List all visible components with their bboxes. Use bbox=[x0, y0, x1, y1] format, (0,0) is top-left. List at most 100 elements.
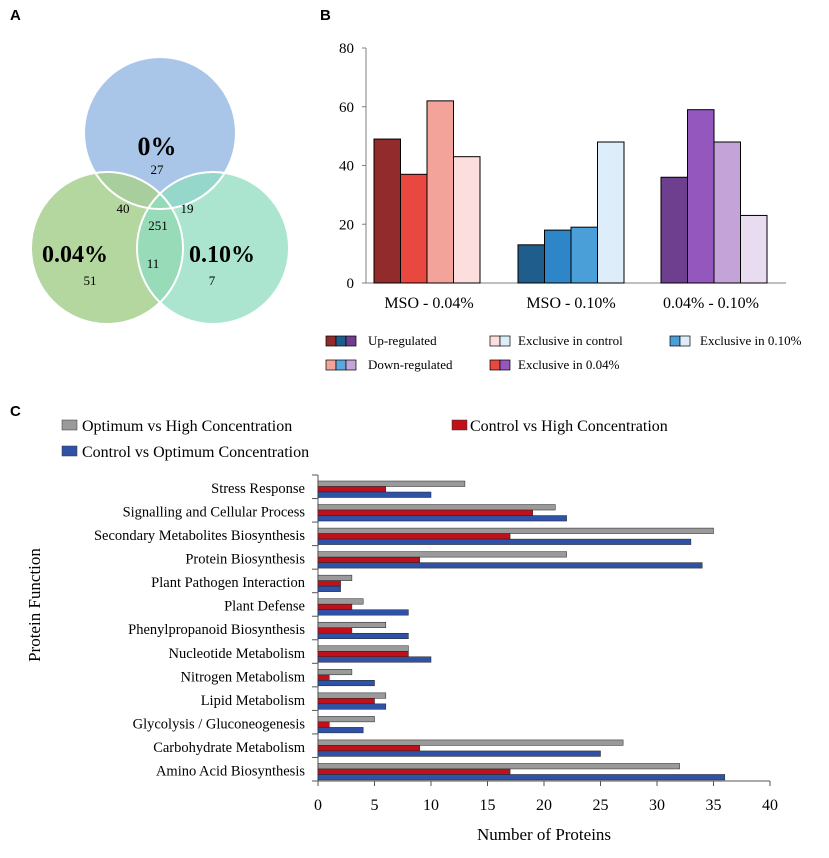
legend-b-swatch-exclusive-control bbox=[499, 335, 511, 347]
c-bar-stress-response-control-vs-optimum-concentration bbox=[317, 491, 432, 498]
c-x-axis-title: Number of Proteins bbox=[477, 825, 611, 844]
venn-set-label-0: 0% bbox=[138, 132, 177, 161]
legend-b-item-up-regulated: Up-regulated bbox=[368, 333, 437, 348]
b-bar-mso-0-10-down-regulated bbox=[570, 226, 598, 284]
venn-set-label-004: 0.04% bbox=[42, 242, 108, 268]
c-bar-protein-biosynthesis-control-vs-high-concentration bbox=[317, 556, 420, 563]
c-bar-carbohydrate-metabolism-control-vs-optimum-concentration bbox=[317, 750, 601, 757]
b-bar-0-04-0-10-up-regulated bbox=[660, 176, 688, 284]
legend-c-swatch-control-vs-optimum bbox=[61, 445, 78, 457]
c-category-label: Stress Response bbox=[211, 481, 305, 497]
c-category-label: Nitrogen Metabolism bbox=[181, 669, 306, 685]
venn-all-three: 251 bbox=[148, 218, 168, 233]
c-bar-phenylpropanoid-biosynthesis-optimum-vs-high-concentration bbox=[317, 621, 387, 628]
b-y-tick-label: 0 bbox=[347, 276, 355, 292]
c-bar-protein-biosynthesis-control-vs-optimum-concentration bbox=[317, 562, 703, 569]
c-y-axis-title: Protein Function bbox=[25, 548, 44, 662]
c-bar-stress-response-optimum-vs-high-concentration bbox=[317, 480, 466, 487]
legend-c: Optimum vs High Concentration Control vs… bbox=[61, 418, 668, 461]
c-bar-amino-acid-biosynthesis-control-vs-high-concentration bbox=[317, 768, 511, 775]
c-x-tick-label: 20 bbox=[536, 797, 552, 814]
legend-b-swatch-exclusive-010 bbox=[669, 335, 681, 347]
b-y-tick-label: 80 bbox=[339, 41, 354, 57]
c-category-label: Amino Acid Biosynthesis bbox=[156, 763, 305, 779]
c-bar-lipid-metabolism-control-vs-high-concentration bbox=[317, 698, 375, 705]
b-bar-mso-0-04-down-regulated bbox=[426, 100, 454, 284]
c-category-label: Carbohydrate Metabolism bbox=[153, 740, 306, 756]
b-bar-0-04-0-10-exclusive-in-control bbox=[740, 214, 768, 284]
c-category-label: Secondary Metabolites Biosynthesis bbox=[94, 528, 305, 544]
venn-only-010: 7 bbox=[209, 273, 216, 288]
c-bar-plant-pathogen-interaction-control-vs-high-concentration bbox=[317, 580, 341, 587]
venn-only-0: 27 bbox=[151, 162, 165, 177]
c-bar-secondary-metabolites-biosynthesis-control-vs-optimum-concentration bbox=[317, 538, 692, 545]
legend-b-item-down-regulated: Down-regulated bbox=[368, 357, 453, 372]
c-bar-carbohydrate-metabolism-optimum-vs-high-concentration bbox=[317, 739, 624, 746]
b-bar-mso-0-10-exclusive-in-control bbox=[597, 141, 625, 284]
b-y-tick-label: 60 bbox=[339, 100, 354, 116]
c-x-tick-label: 40 bbox=[762, 797, 778, 814]
c-x-tick-label: 30 bbox=[649, 797, 665, 814]
legend-b-item-exclusive-control: Exclusive in control bbox=[518, 333, 623, 348]
legend-c-item-optimum-vs-high: Optimum vs High Concentration bbox=[82, 418, 292, 435]
b-y-tick-label: 20 bbox=[339, 217, 354, 233]
c-bar-stress-response-control-vs-high-concentration bbox=[317, 486, 387, 493]
panel-label-b: B bbox=[320, 7, 331, 24]
b-category-label: MSO - 0.04% bbox=[384, 295, 473, 312]
venn-circle-010 bbox=[137, 172, 289, 324]
venn-circle-004 bbox=[31, 172, 183, 324]
legend-b-swatch-exclusive-control bbox=[489, 335, 501, 347]
legend-c-swatch-control-vs-high bbox=[451, 419, 468, 431]
legend-c-item-control-vs-high: Control vs High Concentration bbox=[470, 418, 668, 435]
c-bar-secondary-metabolites-biosynthesis-control-vs-high-concentration bbox=[317, 533, 511, 540]
venn-0-and-004: 40 bbox=[117, 201, 130, 216]
b-category-label: 0.04% - 0.10% bbox=[663, 295, 759, 312]
legend-b-swatch-exclusive-004 bbox=[489, 359, 501, 371]
legend-b-swatch-down-regulated bbox=[325, 359, 337, 371]
b-bar-0-04-0-10-down-regulated bbox=[713, 141, 741, 284]
venn-0-and-010: 19 bbox=[181, 201, 194, 216]
c-bar-glycolysis-gluconeogenesis-control-vs-optimum-concentration bbox=[317, 727, 364, 734]
venn-diagram: 0% 0.04% 0.10% 27 51 7 40 19 11 251 bbox=[30, 56, 290, 325]
b-bar-0-04-0-10-exclusive-in-0-04 bbox=[687, 109, 715, 284]
c-bar-nucleotide-metabolism-optimum-vs-high-concentration bbox=[317, 645, 409, 652]
c-bar-signalling-and-cellular-process-control-vs-high-concentration bbox=[317, 509, 533, 516]
c-bar-plant-defense-control-vs-optimum-concentration bbox=[317, 609, 409, 616]
legend-b-swatch-exclusive-010 bbox=[679, 335, 691, 347]
c-category-label: Phenylpropanoid Biosynthesis bbox=[128, 622, 305, 638]
c-bar-nucleotide-metabolism-control-vs-optimum-concentration bbox=[317, 656, 432, 663]
legend-b-swatch-down-regulated bbox=[345, 359, 357, 371]
legend-b-swatch-up-regulated bbox=[325, 335, 337, 347]
c-category-label: Nucleotide Metabolism bbox=[168, 646, 305, 662]
venn-set-label-010: 0.10% bbox=[189, 242, 255, 268]
c-bar-signalling-and-cellular-process-control-vs-optimum-concentration bbox=[317, 515, 567, 522]
c-bar-plant-pathogen-interaction-control-vs-optimum-concentration bbox=[317, 585, 341, 592]
b-bar-mso-0-04-up-regulated bbox=[373, 138, 401, 284]
venn-outline-0 bbox=[83, 56, 237, 210]
c-bar-plant-defense-control-vs-high-concentration bbox=[317, 603, 353, 610]
c-bar-plant-defense-optimum-vs-high-concentration bbox=[317, 598, 364, 605]
c-bar-secondary-metabolites-biosynthesis-optimum-vs-high-concentration bbox=[317, 527, 714, 534]
c-x-tick-label: 15 bbox=[480, 797, 496, 814]
c-x-tick-label: 10 bbox=[423, 797, 439, 814]
c-category-label: Lipid Metabolism bbox=[201, 693, 306, 709]
panel-label-c: C bbox=[10, 403, 21, 420]
c-bar-amino-acid-biosynthesis-control-vs-optimum-concentration bbox=[317, 774, 726, 781]
bar-chart-c: 0 5 10 15 20 25 30 35 40 Stress Response Signalli… bbox=[25, 474, 778, 844]
legend-c-swatch-optimum-vs-high bbox=[61, 419, 78, 431]
b-bar-mso-0-04-exclusive-in-0-04 bbox=[400, 173, 428, 284]
c-bar-carbohydrate-metabolism-control-vs-high-concentration bbox=[317, 745, 420, 752]
b-bar-mso-0-10-exclusive-in-0-04 bbox=[544, 229, 572, 284]
legend-b-swatch-up-regulated bbox=[345, 335, 357, 347]
venn-004-and-010: 11 bbox=[147, 256, 160, 271]
c-x-tick-label: 5 bbox=[371, 797, 379, 814]
bar-chart-b: 0 20 40 60 80 MSO - 0.04% MSO - 0.10% 0.04% - … bbox=[339, 41, 786, 312]
c-category-label: Glycolysis / Gluconeogenesis bbox=[133, 716, 306, 732]
legend-b-item-exclusive-010: Exclusive in 0.10% bbox=[700, 333, 802, 348]
legend-b: Up-regulated Exclusive in control Exclus… bbox=[325, 333, 802, 372]
c-bar-phenylpropanoid-biosynthesis-control-vs-optimum-concentration bbox=[317, 632, 409, 639]
c-x-tick-label: 25 bbox=[593, 797, 609, 814]
c-category-label: Plant Defense bbox=[224, 599, 305, 615]
legend-b-swatch-up-regulated bbox=[335, 335, 347, 347]
